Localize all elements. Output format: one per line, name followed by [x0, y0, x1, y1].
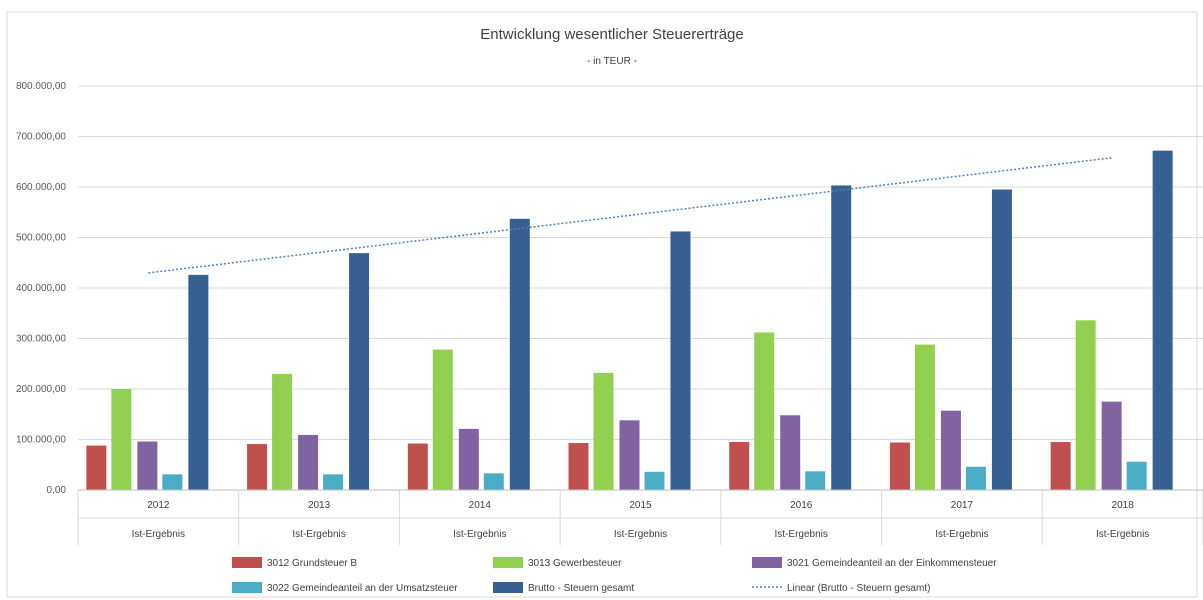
bar: [568, 443, 589, 490]
bar: [298, 434, 319, 490]
y-tick-label: 400.000,00: [16, 283, 66, 294]
bar: [162, 474, 183, 490]
legend-label: 3013 Gewerbesteuer: [528, 558, 622, 569]
x-tick-sublabel: Ist-Ergebnis: [935, 529, 988, 540]
legend-label: 3012 Grundsteuer B: [267, 558, 357, 569]
bar: [432, 349, 453, 490]
bar: [483, 473, 504, 490]
legend-swatch: [493, 557, 523, 568]
legend-label: 3022 Gemeindeanteil an der Umsatzsteuer: [267, 583, 458, 594]
bar: [407, 443, 428, 490]
legend-label: 3021 Gemeindeanteil an der Einkommensteu…: [787, 558, 997, 569]
x-tick-label: 2014: [469, 500, 492, 511]
gridlines: [78, 85, 1203, 491]
bar: [272, 373, 293, 490]
bar: [323, 474, 344, 490]
x-tick-sublabel: Ist-Ergebnis: [292, 529, 345, 540]
y-tick-label: 100.000,00: [16, 435, 66, 446]
x-tick-label: 2018: [1112, 500, 1135, 511]
bar: [86, 445, 107, 490]
legend-swatch: [232, 557, 262, 568]
bar: [991, 189, 1012, 490]
x-axis: 2012 Ist-Ergebnis 2013 Ist-Ergebnis 2014 Ist-…: [77, 489, 1203, 545]
legend-label: Brutto - Steuern gesamt: [528, 583, 634, 594]
bar: [831, 185, 852, 491]
x-tick-sublabel: Ist-Ergebnis: [132, 529, 185, 540]
y-tick-label: 700.000,00: [16, 132, 66, 143]
bar: [247, 444, 268, 490]
legend: 3012 Grundsteuer B 3013 Gewerbesteuer 3021…: [232, 557, 997, 594]
x-tick-label: 2013: [308, 500, 331, 511]
bar: [111, 389, 132, 490]
bar: [754, 332, 775, 490]
y-axis-ticks: 0,00 100.000,00 200.000,00 300.000,00 400.00…: [16, 81, 66, 496]
y-tick-label: 0,00: [47, 485, 67, 496]
bar: [593, 372, 614, 490]
bar: [780, 415, 801, 490]
legend-label: Linear (Brutto - Steuern gesamt): [787, 583, 930, 594]
x-tick-label: 2017: [951, 500, 974, 511]
y-tick-label: 300.000,00: [16, 334, 66, 345]
legend-swatch: [493, 582, 523, 593]
bar: [1101, 401, 1122, 490]
x-tick-sublabel: Ist-Ergebnis: [614, 529, 667, 540]
bar: [349, 253, 370, 490]
trendline-layer: [148, 156, 1113, 274]
bar: [458, 428, 479, 490]
y-tick-label: 500.000,00: [16, 233, 66, 244]
y-tick-label: 800.000,00: [16, 81, 66, 92]
x-tick-sublabel: Ist-Ergebnis: [453, 529, 506, 540]
chart-border: [6, 11, 1198, 598]
y-tick-label: 600.000,00: [16, 182, 66, 193]
x-tick-label: 2012: [147, 500, 170, 511]
bar: [644, 471, 665, 490]
bar: [137, 441, 158, 490]
bar: [914, 344, 935, 490]
chart-subtitle: - in TEUR -: [587, 56, 637, 67]
bar: [965, 466, 986, 490]
legend-swatch: [232, 582, 262, 593]
bar: [889, 442, 910, 490]
bar: [619, 420, 640, 490]
bar: [1126, 461, 1147, 490]
trendline: [148, 156, 1113, 274]
bar: [1050, 442, 1071, 490]
legend-swatch: [752, 557, 782, 568]
x-tick-label: 2016: [790, 500, 813, 511]
x-tick-label: 2015: [629, 500, 652, 511]
bar: [805, 471, 826, 490]
bar: [940, 410, 961, 490]
bar: [509, 218, 530, 490]
chart-title: Entwicklung wesentlicher Steuererträge: [480, 26, 743, 43]
y-tick-label: 200.000,00: [16, 384, 66, 395]
bars: [86, 150, 1173, 491]
bar: [1075, 320, 1096, 490]
bar: [1152, 150, 1173, 490]
bar: [670, 231, 691, 490]
x-tick-sublabel: Ist-Ergebnis: [1096, 529, 1149, 540]
bar: [729, 442, 750, 490]
bar: [188, 274, 209, 490]
x-tick-sublabel: Ist-Ergebnis: [775, 529, 828, 540]
